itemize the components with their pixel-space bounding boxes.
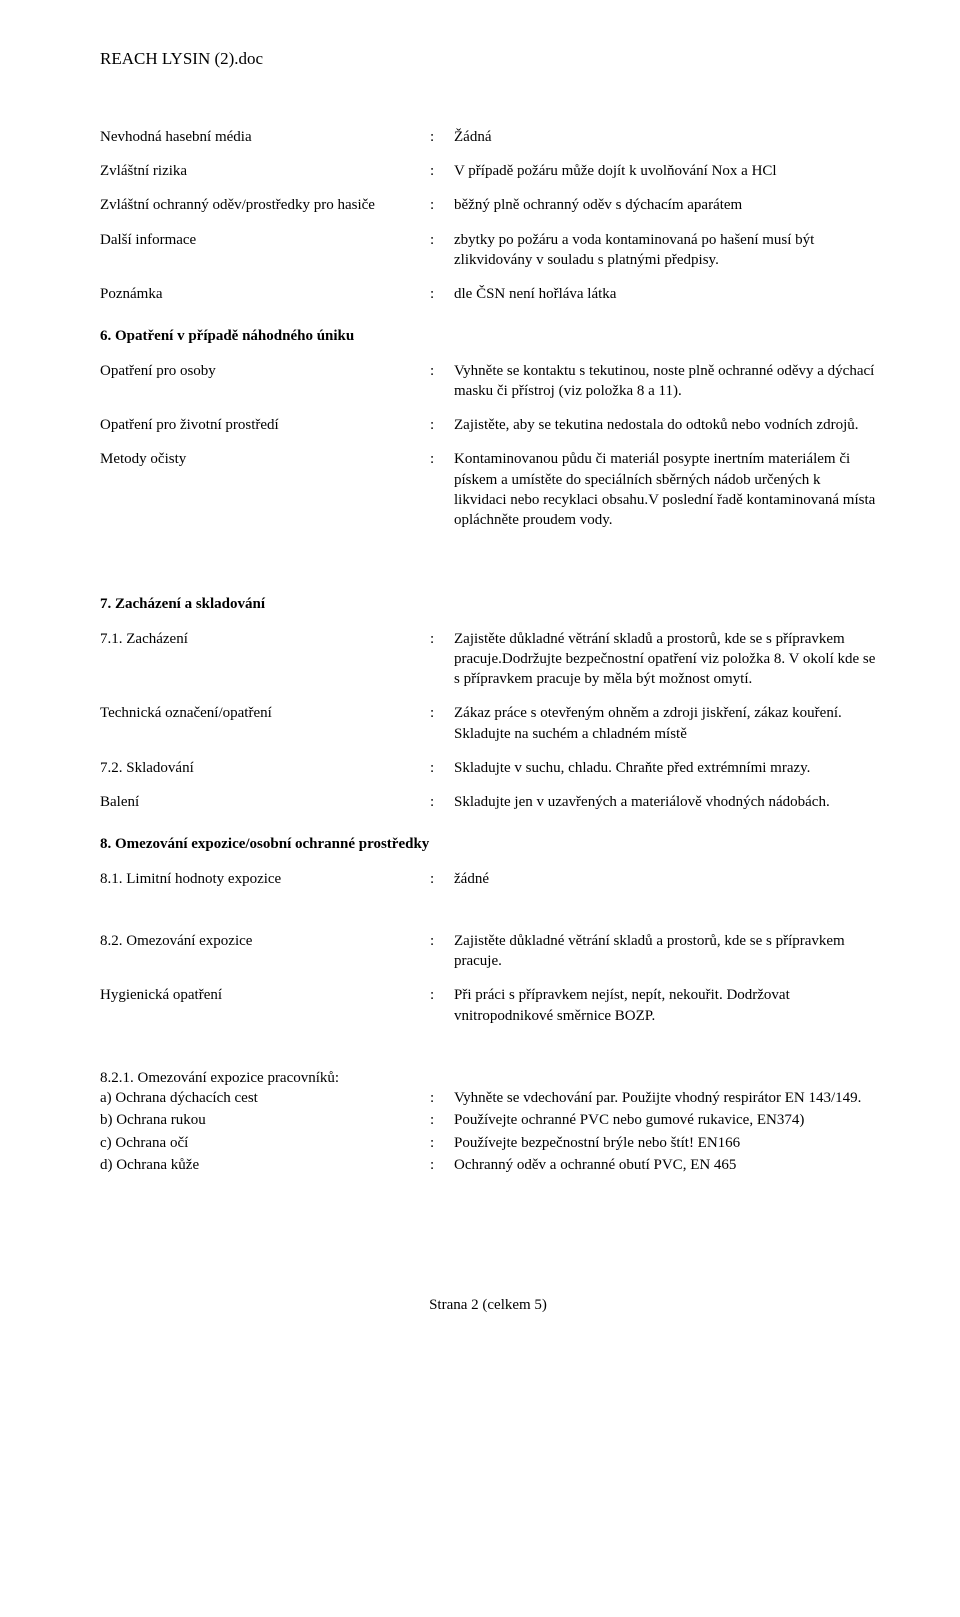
field-value: Používejte bezpečnostní brýle nebo štít!… [454,1133,876,1153]
field-row: c) Ochrana očí : Používejte bezpečnostní… [100,1133,876,1153]
colon: : [430,195,454,215]
field-label: Nevhodná hasební média [100,127,430,147]
field-label: d) Ochrana kůže [100,1155,430,1175]
field-value: Vyhněte se vdechování par. Použijte vhod… [454,1088,876,1108]
field-value: Žádná [454,127,876,147]
field-label: Zvláštní rizika [100,161,430,181]
colon: : [430,127,454,147]
field-row: 8.2. Omezování expozice : Zajistěte důkl… [100,931,876,972]
colon: : [430,230,454,250]
colon: : [430,284,454,304]
field-label: Další informace [100,230,430,250]
section-7-heading: 7. Zacházení a skladování [100,594,876,614]
field-row: Zvláštní rizika : V případě požáru může … [100,161,876,181]
colon: : [430,161,454,181]
field-label: Opatření pro životní prostředí [100,415,430,435]
colon: : [430,1155,454,1175]
field-value: Při práci s přípravkem nejíst, nepít, ne… [454,985,876,1026]
field-row: 7.1. Zacházení : Zajistěte důkladné větr… [100,629,876,690]
field-label: 8.1. Limitní hodnoty expozice [100,869,430,889]
section-8-heading: 8. Omezování expozice/osobní ochranné pr… [100,834,876,854]
field-value: dle ČSN není hořláva látka [454,284,876,304]
field-label: 7.1. Zacházení [100,629,430,649]
document-title: REACH LYSIN (2).doc [100,48,876,71]
colon: : [430,415,454,435]
colon: : [430,629,454,649]
page: REACH LYSIN (2).doc Nevhodná hasební méd… [0,0,960,1375]
section-6-heading: 6. Opatření v případě náhodného úniku [100,326,876,346]
field-label: Opatření pro osoby [100,361,430,381]
colon: : [430,703,454,723]
field-row: Balení : Skladujte jen v uzavřených a ma… [100,792,876,812]
field-row: Technická označení/opatření : Zákaz prác… [100,703,876,744]
field-label: Metody očisty [100,449,430,469]
colon: : [430,1133,454,1153]
field-value: Kontaminovanou půdu či materiál posypte … [454,449,876,530]
page-footer: Strana 2 (celkem 5) [100,1295,876,1315]
field-value: Zajistěte důkladné větrání skladů a pros… [454,931,876,972]
colon: : [430,361,454,381]
field-row: Poznámka : dle ČSN není hořláva látka [100,284,876,304]
field-label: 8.2. Omezování expozice [100,931,430,951]
field-label: 7.2. Skladování [100,758,430,778]
field-row: Další informace : zbytky po požáru a vod… [100,230,876,271]
field-row: Nevhodná hasební média : Žádná [100,127,876,147]
field-label: Balení [100,792,430,812]
field-row: d) Ochrana kůže : Ochranný oděv a ochran… [100,1155,876,1175]
field-value: Ochranný oděv a ochranné obutí PVC, EN 4… [454,1155,876,1175]
section-8-2-1-lead: 8.2.1. Omezování expozice pracovníků: [100,1068,876,1088]
field-label: c) Ochrana očí [100,1133,430,1153]
field-row: Opatření pro osoby : Vyhněte se kontaktu… [100,361,876,402]
colon: : [430,758,454,778]
field-row: 7.2. Skladování : Skladujte v suchu, chl… [100,758,876,778]
field-value: Vyhněte se kontaktu s tekutinou, noste p… [454,361,876,402]
field-value: zbytky po požáru a voda kontaminovaná po… [454,230,876,271]
field-value: běžný plně ochranný oděv s dýchacím apar… [454,195,876,215]
field-label: Technická označení/opatření [100,703,430,723]
field-value: V případě požáru může dojít k uvolňování… [454,161,876,181]
field-value: Zajistěte důkladné větrání skladů a pros… [454,629,876,690]
colon: : [430,931,454,951]
colon: : [430,449,454,469]
colon: : [430,1110,454,1130]
colon: : [430,869,454,889]
field-row: Opatření pro životní prostředí : Zajistě… [100,415,876,435]
field-value: žádné [454,869,876,889]
field-row: Metody očisty : Kontaminovanou půdu či m… [100,449,876,530]
field-value: Používejte ochranné PVC nebo gumové ruka… [454,1110,876,1130]
field-label: b) Ochrana rukou [100,1110,430,1130]
field-label: Poznámka [100,284,430,304]
field-value: Skladujte v suchu, chladu. Chraňte před … [454,758,876,778]
field-row: 8.1. Limitní hodnoty expozice : žádné [100,869,876,889]
field-row: Zvláštní ochranný oděv/prostředky pro ha… [100,195,876,215]
field-label: a) Ochrana dýchacích cest [100,1088,430,1108]
field-row: b) Ochrana rukou : Používejte ochranné P… [100,1110,876,1130]
colon: : [430,792,454,812]
field-label: Hygienická opatření [100,985,430,1005]
field-row: a) Ochrana dýchacích cest : Vyhněte se v… [100,1088,876,1108]
field-value: Zajistěte, aby se tekutina nedostala do … [454,415,876,435]
field-row: Hygienická opatření : Při práci s přípra… [100,985,876,1026]
field-label: Zvláštní ochranný oděv/prostředky pro ha… [100,195,430,215]
colon: : [430,1088,454,1108]
field-value: Zákaz práce s otevřeným ohněm a zdroji j… [454,703,876,744]
colon: : [430,985,454,1005]
field-value: Skladujte jen v uzavřených a materiálově… [454,792,876,812]
